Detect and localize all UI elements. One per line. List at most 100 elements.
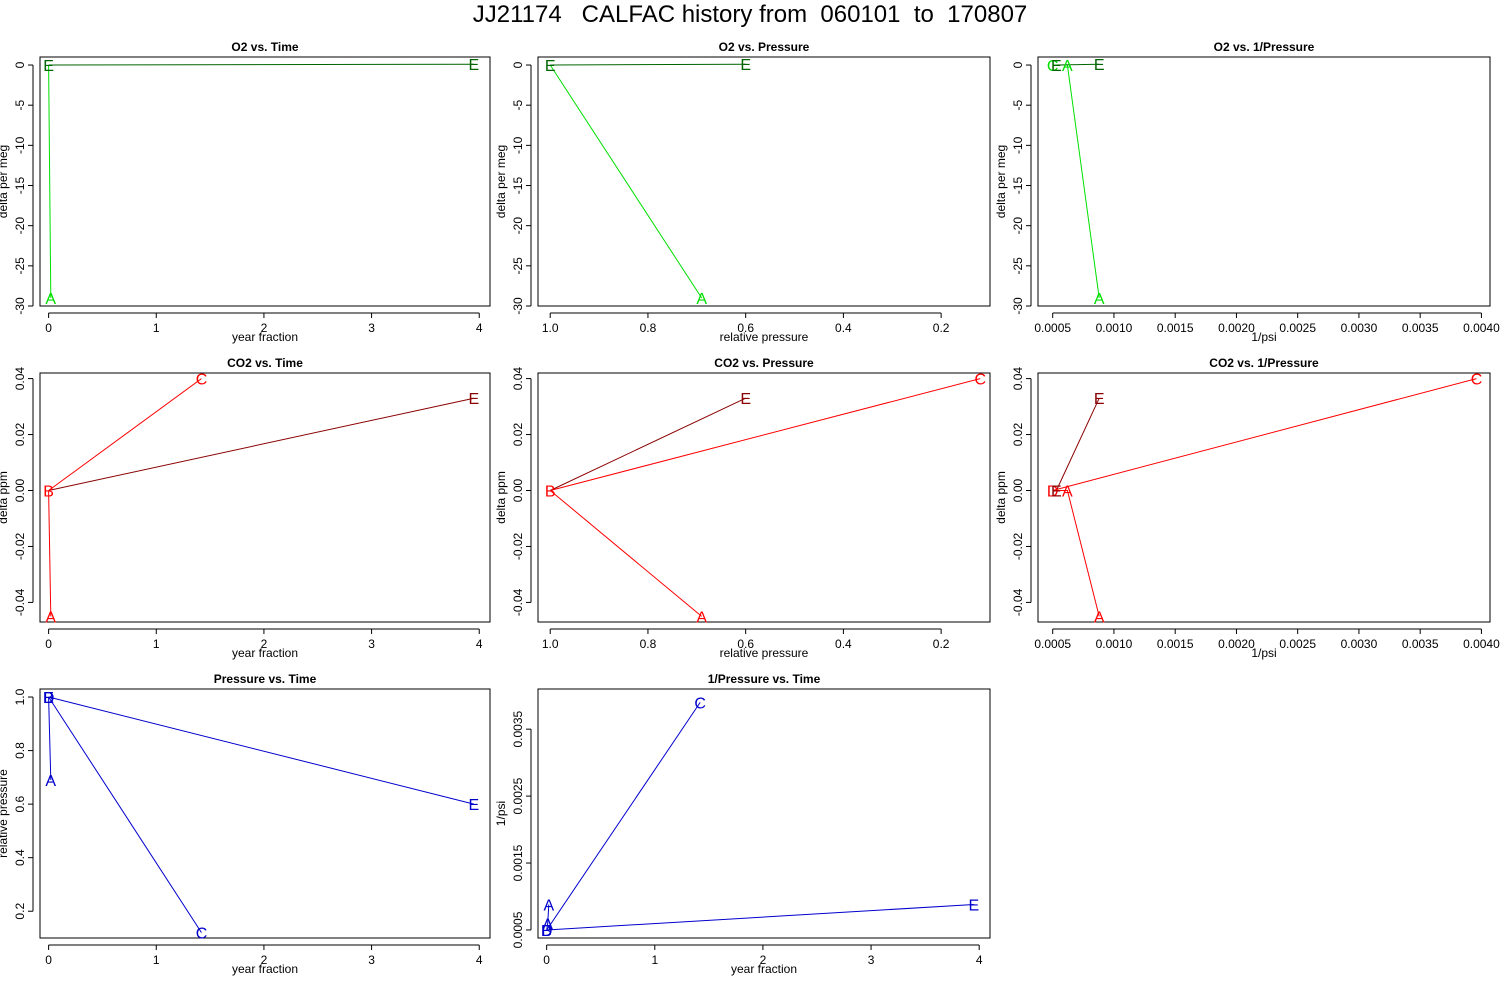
data-point-E: E bbox=[43, 690, 54, 707]
x-tick-label: 0.0035 bbox=[1402, 321, 1439, 335]
y-tick-label: -15 bbox=[13, 177, 27, 195]
data-point-E: E bbox=[740, 57, 751, 74]
x-tick-label: 4 bbox=[976, 953, 983, 967]
x-tick-label: 0.2 bbox=[933, 321, 950, 335]
x-tick-label: 1 bbox=[651, 953, 658, 967]
y-tick-label: -15 bbox=[1011, 177, 1025, 195]
series-line-E bbox=[549, 397, 746, 491]
data-point-A: B bbox=[541, 923, 552, 940]
y-tick-label: 0.04 bbox=[1011, 367, 1025, 391]
x-tick-label: 0.0020 bbox=[1218, 637, 1255, 651]
x-tick-label: 1.0 bbox=[542, 321, 559, 335]
x-tick-label: 2 bbox=[261, 321, 268, 335]
x-tick-label: 0.0005 bbox=[1034, 637, 1071, 651]
y-axis-label: delta per meg bbox=[994, 145, 1008, 218]
x-tick-label: 0.0030 bbox=[1341, 637, 1378, 651]
series-line-A bbox=[546, 904, 550, 931]
x-tick-label: 1 bbox=[153, 637, 160, 651]
x-tick-label: 0.0015 bbox=[1157, 321, 1194, 335]
series-line-A bbox=[1052, 490, 1100, 617]
chart-title: O2 vs. Time bbox=[231, 40, 298, 54]
chart-title: 1/Pressure vs. Time bbox=[708, 672, 821, 686]
x-tick-label: 3 bbox=[368, 637, 375, 651]
chart-title: CO2 vs. 1/Pressure bbox=[1209, 356, 1319, 370]
x-tick-label: 0.0020 bbox=[1218, 321, 1255, 335]
x-tick-label: 0.4 bbox=[835, 321, 852, 335]
x-axis-label: relative pressure bbox=[720, 646, 809, 660]
data-point-E: E bbox=[1094, 57, 1105, 74]
y-tick-label: -5 bbox=[13, 100, 27, 111]
x-tick-label: 0.0010 bbox=[1096, 321, 1133, 335]
series-line-C bbox=[550, 378, 981, 491]
y-axis-label: relative pressure bbox=[0, 769, 10, 858]
y-tick-label: 0.8 bbox=[13, 742, 27, 759]
x-tick-label: 0.8 bbox=[640, 637, 657, 651]
y-tick-label: -20 bbox=[511, 217, 525, 235]
y-tick-label: 0.04 bbox=[13, 367, 27, 391]
x-tick-label: 0.0015 bbox=[1157, 637, 1194, 651]
data-point-A: A bbox=[696, 609, 707, 626]
chart-title: Pressure vs. Time bbox=[214, 672, 317, 686]
data-point-C: D bbox=[43, 690, 55, 707]
x-tick-label: 4 bbox=[476, 321, 483, 335]
plot-frame bbox=[537, 56, 991, 307]
y-tick-label: 0.0025 bbox=[511, 777, 525, 814]
y-tick-label: -0.04 bbox=[511, 588, 525, 616]
data-point-E: E bbox=[469, 797, 480, 814]
series-line-A bbox=[549, 64, 703, 299]
x-tick-label: 0.0030 bbox=[1341, 321, 1378, 335]
x-tick-label: 0.0025 bbox=[1279, 637, 1316, 651]
y-tick-label: -5 bbox=[511, 100, 525, 111]
y-tick-label: -0.04 bbox=[13, 588, 27, 616]
series-line-C bbox=[48, 378, 202, 491]
y-tick-label: 0.02 bbox=[1011, 423, 1025, 447]
y-tick-label: -25 bbox=[1011, 257, 1025, 275]
data-point-E: E bbox=[43, 58, 54, 75]
y-tick-label: 0.04 bbox=[511, 367, 525, 391]
series-line-A bbox=[48, 696, 52, 781]
data-point-A: A bbox=[1062, 484, 1073, 501]
series-line-E bbox=[550, 63, 746, 66]
plot-frame bbox=[39, 372, 491, 623]
data-point-A: A bbox=[542, 916, 553, 933]
data-point-A: D bbox=[1047, 484, 1059, 501]
data-point-C: D bbox=[541, 923, 553, 940]
panel-pressure_time: Pressure vs. Time 0 1 2 3 4 year fraction 1.0 0.… bbox=[0, 672, 491, 976]
x-axis-label: year fraction bbox=[232, 330, 298, 344]
x-tick-label: 2 bbox=[261, 637, 268, 651]
x-axis-label: year fraction bbox=[232, 646, 298, 660]
panel-o2_time: O2 vs. Time 0 1 2 3 4 year fraction 0 -5 -10 -15 -2… bbox=[0, 40, 491, 344]
data-point-E: E bbox=[740, 391, 751, 408]
y-tick-label: -10 bbox=[511, 136, 525, 154]
data-point-E: E bbox=[545, 58, 556, 75]
chart-title: CO2 vs. Time bbox=[227, 356, 303, 370]
y-tick-label: -10 bbox=[1011, 136, 1025, 154]
data-point-A: B bbox=[43, 690, 54, 707]
data-point-A: A bbox=[45, 291, 56, 308]
data-point-A: A bbox=[1062, 58, 1073, 75]
y-tick-label: 0.00 bbox=[511, 479, 525, 503]
x-tick-label: 3 bbox=[868, 953, 875, 967]
x-tick-label: 1 bbox=[153, 321, 160, 335]
y-tick-label: 0.0035 bbox=[511, 710, 525, 747]
y-axis-label: delta ppm bbox=[494, 471, 508, 524]
y-tick-label: 0 bbox=[13, 61, 27, 68]
data-point-C: C bbox=[1471, 372, 1483, 389]
y-tick-label: 0.2 bbox=[13, 903, 27, 920]
series-line-E bbox=[546, 904, 974, 931]
series-line-E bbox=[1055, 397, 1100, 491]
x-tick-label: 0.0010 bbox=[1096, 637, 1133, 651]
y-axis-label: delta ppm bbox=[994, 471, 1008, 524]
data-point-E: E bbox=[1051, 484, 1062, 501]
x-axis-label: year fraction bbox=[232, 962, 298, 976]
y-tick-label: -0.02 bbox=[1011, 532, 1025, 560]
series-line-C bbox=[546, 702, 701, 931]
panel-invpressure_time: 1/Pressure vs. Time 0 1 2 3 4 year fraction 0.0… bbox=[494, 672, 991, 976]
y-tick-label: 0.4 bbox=[13, 849, 27, 866]
panel-co2_time: CO2 vs. Time 0 1 2 3 4 year fraction 0.04 0.02 0.… bbox=[0, 356, 491, 660]
y-tick-label: -20 bbox=[1011, 217, 1025, 235]
series-line-A bbox=[48, 64, 52, 299]
data-point-E: E bbox=[1094, 391, 1105, 408]
panel-co2_pressure: CO2 vs. Pressure 1.0 0.8 0.6 0.4 0.2 relative … bbox=[494, 356, 991, 660]
